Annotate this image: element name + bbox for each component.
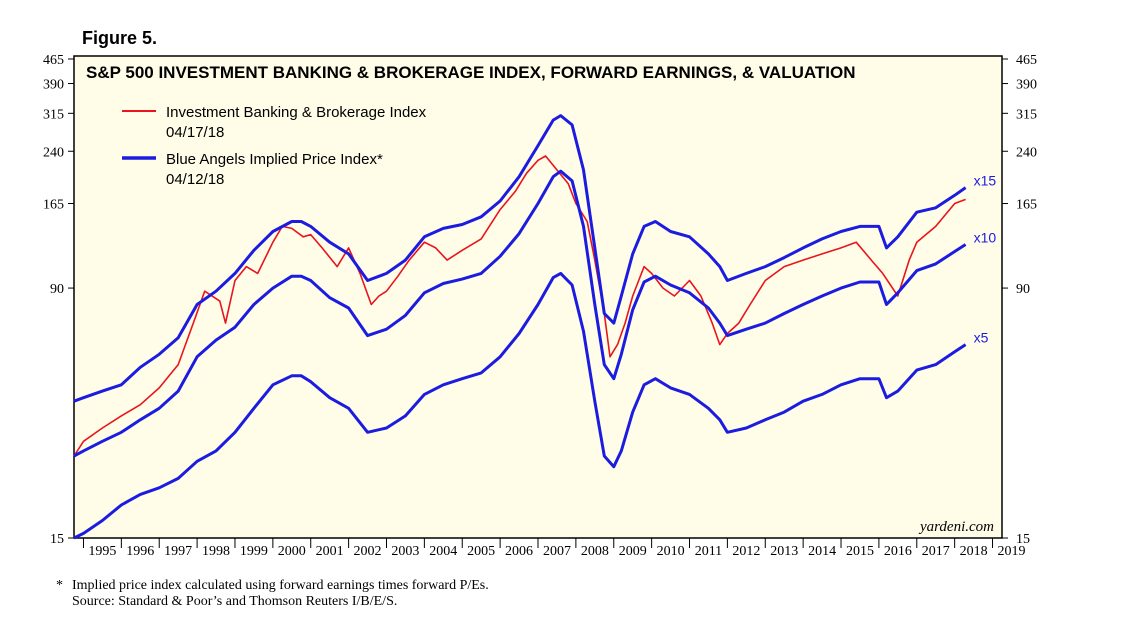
x-tick-label: 2001	[316, 544, 344, 559]
y-tick-label-right: 90	[1016, 282, 1030, 297]
x-tick-label: 1998	[202, 544, 230, 559]
x-tick-label: 2007	[543, 544, 571, 559]
line-ib-index	[73, 155, 966, 457]
y-tick-label-right: 165	[1016, 198, 1037, 213]
x-tick-label: 2013	[770, 544, 798, 559]
x-tick-label: 2003	[391, 544, 419, 559]
y-tick-label-left: 15	[50, 532, 64, 547]
y-tick-label-right: 240	[1016, 145, 1037, 160]
x-tick-label: 2015	[846, 544, 874, 559]
chart-title: S&P 500 INVESTMENT BANKING & BROKERAGE I…	[86, 63, 855, 82]
line-blue-angels-x10	[73, 169, 967, 458]
legend-label-ib-index: Investment Banking & Brokerage Index	[166, 104, 427, 121]
y-tick-label-left: 165	[43, 198, 64, 213]
x-tick-label: 2016	[884, 544, 912, 559]
y-tick-label-left: 390	[43, 78, 64, 93]
x-tick-label: 2011	[695, 544, 722, 559]
y-tick-label-right: 315	[1016, 107, 1037, 122]
legend-label-blue-angels: Blue Angels Implied Price Index*	[166, 151, 383, 168]
footnote: * Implied price index calculated using fo…	[56, 578, 489, 610]
y-tick-label-left: 240	[43, 145, 64, 160]
series-label-x5: x5	[974, 330, 989, 346]
x-tick-label: 2012	[732, 544, 760, 559]
y-axis-left: 15 90 165 240 315 390 465	[43, 53, 74, 547]
x-tick-label: 2004	[429, 544, 457, 559]
legend: Investment Banking & Brokerage Index 04/…	[122, 104, 427, 188]
x-tick-label: 2000	[278, 544, 306, 559]
y-tick-label-left: 90	[50, 282, 64, 297]
figure-label: Figure 5.	[82, 28, 158, 48]
x-tick-label: 2008	[581, 544, 609, 559]
footnote-source: Source: Standard & Poor’s and Thomson Re…	[72, 594, 398, 609]
line-blue-angels-x5	[73, 271, 967, 540]
x-tick-label: 1997	[164, 544, 192, 559]
plot-area	[73, 55, 1003, 539]
footnote-note: Implied price index calculated using for…	[72, 578, 489, 593]
y-tick-label-left: 315	[43, 107, 64, 122]
y-tick-label-right: 390	[1016, 78, 1037, 93]
series-label-x10: x10	[974, 229, 997, 245]
x-tick-label: 2017	[922, 544, 950, 559]
x-tick-label: 2010	[657, 544, 685, 559]
x-tick-label: 2006	[505, 544, 533, 559]
legend-date-ib-index: 04/17/18	[166, 124, 224, 141]
y-tick-label-right: 15	[1016, 532, 1030, 547]
x-tick-label: 1995	[88, 544, 116, 559]
y-axis-right: 15 90 165 240 315 390 465	[1002, 53, 1037, 547]
x-tick-label: 2002	[354, 544, 382, 559]
x-tick-label: 1999	[240, 544, 268, 559]
x-tick-label: 2005	[467, 544, 495, 559]
y-tick-label-left: 465	[43, 53, 64, 68]
watermark: yardeni.com	[918, 519, 994, 535]
series-label-x15: x15	[974, 173, 997, 189]
x-axis: 1995 1996 1997 1998 1999 2000 2001 2002 2003 2004…	[82, 538, 1025, 559]
footnote-marker: *	[56, 578, 63, 593]
x-tick-label: 1996	[126, 544, 154, 559]
x-tick-label: 2019	[997, 544, 1025, 559]
x-tick-label: 2018	[960, 544, 988, 559]
series-layer: x15 x10 x5	[73, 114, 997, 540]
x-tick-label: 2014	[808, 544, 836, 559]
legend-date-blue-angels: 04/12/18	[166, 171, 224, 188]
x-tick-label: 2009	[619, 544, 647, 559]
line-blue-angels-x15	[73, 114, 967, 403]
y-tick-label-right: 465	[1016, 53, 1037, 68]
